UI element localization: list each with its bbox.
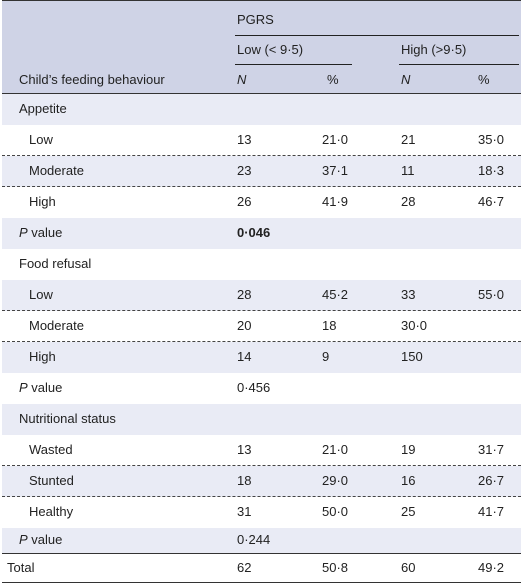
high-n-cell: 21 <box>401 132 416 147</box>
high-pct-cell: 46·7 <box>478 194 505 209</box>
p-value-label: P value <box>19 532 62 548</box>
high-n-cell: 25 <box>401 504 416 519</box>
low-n-cell: 31 <box>237 504 252 519</box>
section-title: Food refusal <box>19 256 92 271</box>
row-label: Moderate <box>29 318 84 333</box>
table-header: PGRS Low (< 9·5) High (>9·5) Child’s fee… <box>2 1 521 94</box>
low-pct-cell: 21·0 <box>322 132 349 147</box>
p-label-text: value <box>27 532 63 547</box>
total-label: Total <box>7 560 35 575</box>
table-row: Moderate 20 18 30·0 <box>2 311 521 342</box>
low-n-cell: 28 <box>237 287 252 302</box>
low-group-header: Low (< 9·5) <box>237 42 304 57</box>
low-n-cell: 18 <box>237 473 252 488</box>
section-title-row: Appetite <box>2 94 521 125</box>
row-label: Healthy <box>29 504 74 519</box>
high-pct-cell: 35·0 <box>478 132 505 147</box>
pgrs-rule <box>235 35 519 36</box>
low-pct-cell: 18 <box>322 318 337 333</box>
section-title-row: Nutritional status <box>2 404 521 435</box>
table-row: Wasted 13 21·0 19 31·7 <box>2 435 521 466</box>
p-value-row: P value 0·046 <box>2 218 521 249</box>
high-n-header: N <box>401 72 411 87</box>
high-pct-cell: 31·7 <box>478 442 505 457</box>
low-pct-cell: 21·0 <box>322 442 349 457</box>
table-row: Moderate 23 37·1 11 18·3 <box>2 156 521 187</box>
p-label-text: value <box>27 225 63 240</box>
row-label: Wasted <box>29 442 73 457</box>
p-value: 0·456 <box>237 380 271 395</box>
low-n-cell: 14 <box>237 349 252 364</box>
high-n-cell: 11 <box>401 163 415 178</box>
low-pct-cell: 41·9 <box>322 194 349 209</box>
high-n-cell: 19 <box>401 442 416 457</box>
low-pct-cell: 37·1 <box>322 163 349 178</box>
p-value-row: P value 0·456 <box>2 373 521 404</box>
p-value: 0·244 <box>237 532 271 547</box>
table-row: Low 28 45·2 33 55·0 <box>2 280 521 311</box>
section-title: Appetite <box>19 101 67 116</box>
row-label: Low <box>29 132 53 147</box>
low-pct-header: % <box>327 72 339 87</box>
low-n-header: N <box>237 72 247 87</box>
section-title-row: Food refusal <box>2 249 521 280</box>
p-label-text: value <box>27 380 63 395</box>
high-pct-cell: 55·0 <box>478 287 505 302</box>
row-label: High <box>29 349 56 364</box>
p-symbol: P <box>19 532 28 547</box>
high-pct-cell: 41·7 <box>478 504 505 519</box>
total-row: Total 62 50·8 60 49·2 <box>2 554 521 583</box>
low-pct-cell: 50·0 <box>322 504 349 519</box>
low-n-cell: 13 <box>237 132 252 147</box>
low-pct-cell: 45·2 <box>322 287 349 302</box>
table-row: Healthy 31 50·0 25 41·7 <box>2 497 521 528</box>
high-n-cell: 30·0 <box>401 318 428 333</box>
low-n-cell: 26 <box>237 194 252 209</box>
pgrs-header: PGRS <box>237 12 274 27</box>
row-label: Moderate <box>29 163 84 178</box>
low-pct-cell: 50·8 <box>322 560 349 575</box>
p-value-label: P value <box>19 225 62 241</box>
low-n-cell: 23 <box>237 163 252 178</box>
table-row: High 14 9 150 <box>2 342 521 373</box>
p-symbol: P <box>19 380 28 395</box>
p-value: 0·046 <box>237 225 271 240</box>
row-label-header: Child’s feeding behaviour <box>19 72 165 87</box>
high-pct-cell: 18·3 <box>478 163 505 178</box>
low-group-rule <box>235 64 352 65</box>
low-n-cell: 20 <box>237 318 252 333</box>
section-title: Nutritional status <box>19 411 116 426</box>
row-label: Stunted <box>29 473 74 488</box>
row-label: High <box>29 194 56 209</box>
p-value-row: P value 0·244 <box>2 528 521 554</box>
low-n-cell: 13 <box>237 442 252 457</box>
high-pct-cell: 49·2 <box>478 560 505 575</box>
high-group-rule <box>399 64 519 65</box>
high-n-cell: 16 <box>401 473 416 488</box>
high-n-cell: 28 <box>401 194 416 209</box>
p-symbol: P <box>19 225 28 240</box>
row-label: Low <box>29 287 53 302</box>
table-row: Stunted 18 29·0 16 26·7 <box>2 466 521 497</box>
high-n-cell: 60 <box>401 560 416 575</box>
high-pct-header: % <box>478 72 490 87</box>
high-group-header: High (>9·5) <box>401 42 467 57</box>
high-pct-cell: 26·7 <box>478 473 505 488</box>
p-value-label: P value <box>19 380 62 396</box>
high-n-cell: 150 <box>401 349 423 364</box>
table-row: Low 13 21·0 21 35·0 <box>2 125 521 156</box>
table-row: High 26 41·9 28 46·7 <box>2 187 521 218</box>
low-pct-cell: 29·0 <box>322 473 349 488</box>
high-n-cell: 33 <box>401 287 416 302</box>
low-pct-cell: 9 <box>322 349 330 364</box>
low-n-cell: 62 <box>237 560 252 575</box>
